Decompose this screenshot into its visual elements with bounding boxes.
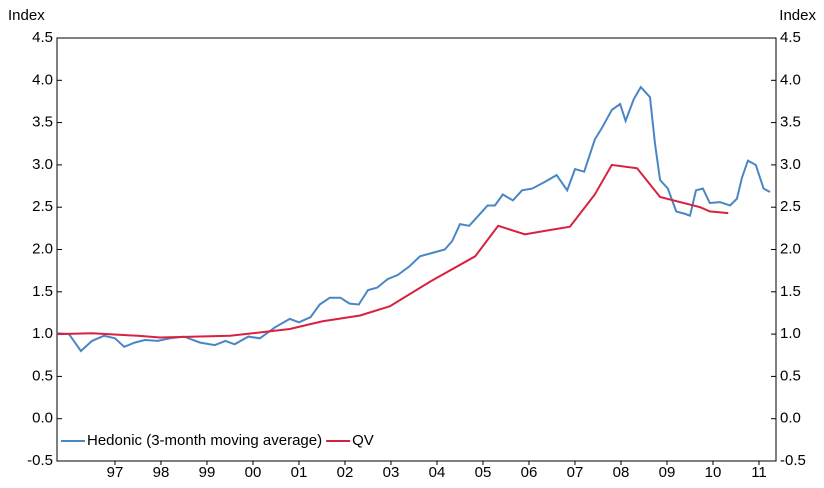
- y-tick-label: 0.5: [32, 367, 53, 384]
- x-tick-label: 97: [107, 464, 124, 481]
- y2-tick-label: -0.5: [780, 452, 806, 469]
- series-line: [56, 85, 771, 353]
- y2-tick-label: 0.5: [780, 367, 801, 384]
- y2-tick-label: 1.0: [780, 325, 801, 342]
- x-tick-label: 09: [659, 464, 676, 481]
- x-tick-label: 10: [705, 464, 722, 481]
- y-tick-label: 0.0: [32, 410, 53, 427]
- x-tick-label: 04: [429, 464, 446, 481]
- y-tick-label: 3.0: [32, 156, 53, 173]
- y2-axis-label: Index: [779, 7, 816, 24]
- x-tick-label: 03: [383, 464, 400, 481]
- x-tick-label: 06: [521, 464, 538, 481]
- x-tick-label: 99: [199, 464, 216, 481]
- x-tick-label: 98: [153, 464, 170, 481]
- plot-frame: [56, 37, 777, 462]
- x-tick-label: 07: [567, 464, 584, 481]
- y2-tick-label: 2.0: [780, 240, 801, 257]
- series-line: [56, 163, 729, 339]
- y2-tick-label: 2.5: [780, 198, 801, 215]
- y-tick-label: 1.5: [32, 283, 53, 300]
- y2-tick-label: 4.5: [780, 29, 801, 46]
- y-tick-label: 3.5: [32, 114, 53, 131]
- y2-tick-label: 4.0: [780, 71, 801, 88]
- y2-tick-label: 3.5: [780, 114, 801, 131]
- legend-label: QV: [352, 432, 374, 449]
- y-tick-label: 1.0: [32, 325, 53, 342]
- x-tick-label: 01: [291, 464, 308, 481]
- x-tick-label: 02: [337, 464, 354, 481]
- x-tick-label: 00: [245, 464, 262, 481]
- y2-tick-label: 0.0: [780, 410, 801, 427]
- legend-label: Hedonic (3-month moving average): [87, 432, 322, 449]
- y2-tick-label: 1.5: [780, 283, 801, 300]
- y-tick-label: 4.5: [32, 29, 53, 46]
- y-axis-label: Index: [8, 7, 45, 24]
- y-tick-label: -0.5: [27, 452, 53, 469]
- x-tick-label: 08: [613, 464, 630, 481]
- y2-tick-label: 3.0: [780, 156, 801, 173]
- y-tick-label: 2.0: [32, 240, 53, 257]
- y-tick-label: 2.5: [32, 198, 53, 215]
- y-tick-label: 4.0: [32, 71, 53, 88]
- x-tick-label: 05: [475, 464, 492, 481]
- x-tick-label: 11: [751, 464, 767, 481]
